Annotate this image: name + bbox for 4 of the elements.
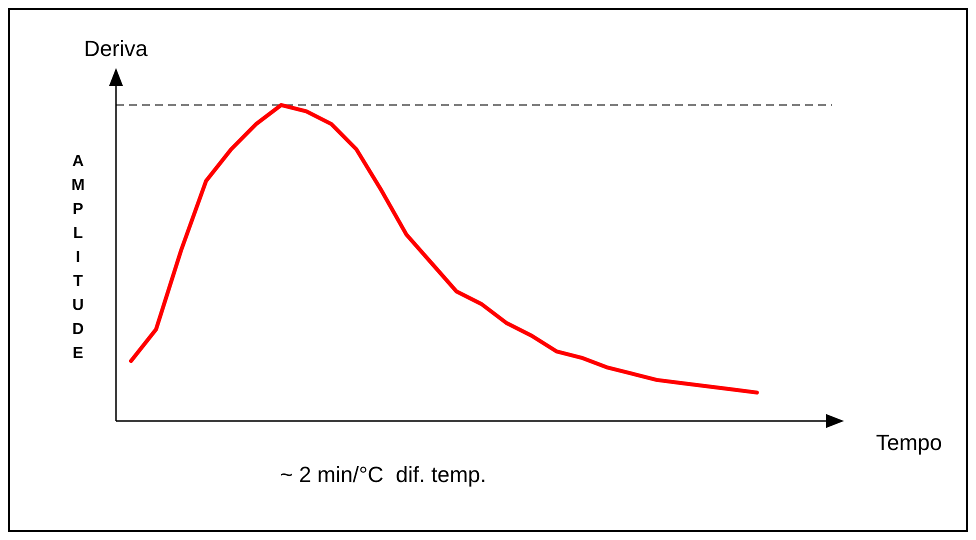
text: ~ 2 min/°C dif. temp. xyxy=(280,462,486,488)
text: Deriva xyxy=(84,36,148,62)
text: AMPLITUDE xyxy=(71,153,85,362)
x-axis-title: Tempo xyxy=(876,430,942,456)
